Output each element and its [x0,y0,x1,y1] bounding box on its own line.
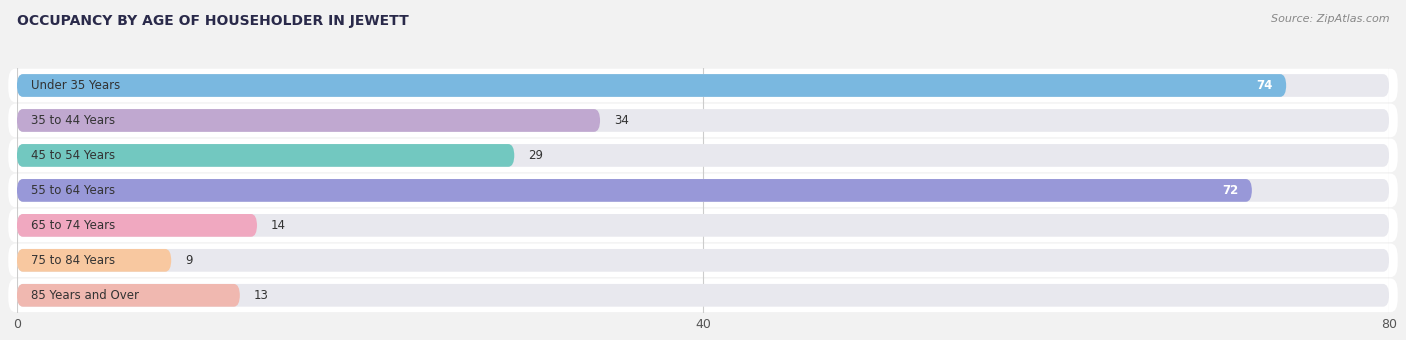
FancyBboxPatch shape [8,278,1398,312]
Text: Under 35 Years: Under 35 Years [31,79,120,92]
FancyBboxPatch shape [17,284,240,307]
Text: 74: 74 [1256,79,1272,92]
FancyBboxPatch shape [17,284,1389,307]
FancyBboxPatch shape [8,69,1398,102]
Text: 34: 34 [614,114,628,127]
FancyBboxPatch shape [17,74,1286,97]
FancyBboxPatch shape [8,104,1398,137]
Text: 29: 29 [529,149,543,162]
Text: Source: ZipAtlas.com: Source: ZipAtlas.com [1271,14,1389,23]
FancyBboxPatch shape [17,179,1251,202]
FancyBboxPatch shape [8,208,1398,242]
FancyBboxPatch shape [17,249,1389,272]
Text: 35 to 44 Years: 35 to 44 Years [31,114,115,127]
FancyBboxPatch shape [17,109,600,132]
FancyBboxPatch shape [8,139,1398,172]
Text: 75 to 84 Years: 75 to 84 Years [31,254,115,267]
FancyBboxPatch shape [8,174,1398,207]
Text: 9: 9 [186,254,193,267]
FancyBboxPatch shape [17,179,1389,202]
Text: 65 to 74 Years: 65 to 74 Years [31,219,115,232]
Text: OCCUPANCY BY AGE OF HOUSEHOLDER IN JEWETT: OCCUPANCY BY AGE OF HOUSEHOLDER IN JEWET… [17,14,409,28]
FancyBboxPatch shape [17,74,1389,97]
FancyBboxPatch shape [17,249,172,272]
FancyBboxPatch shape [17,144,1389,167]
FancyBboxPatch shape [17,144,515,167]
Text: 85 Years and Over: 85 Years and Over [31,289,139,302]
FancyBboxPatch shape [17,214,1389,237]
Text: 13: 13 [253,289,269,302]
Text: 45 to 54 Years: 45 to 54 Years [31,149,115,162]
FancyBboxPatch shape [17,109,1389,132]
Text: 14: 14 [271,219,285,232]
Text: 55 to 64 Years: 55 to 64 Years [31,184,115,197]
FancyBboxPatch shape [17,214,257,237]
FancyBboxPatch shape [8,243,1398,277]
Text: 72: 72 [1222,184,1239,197]
